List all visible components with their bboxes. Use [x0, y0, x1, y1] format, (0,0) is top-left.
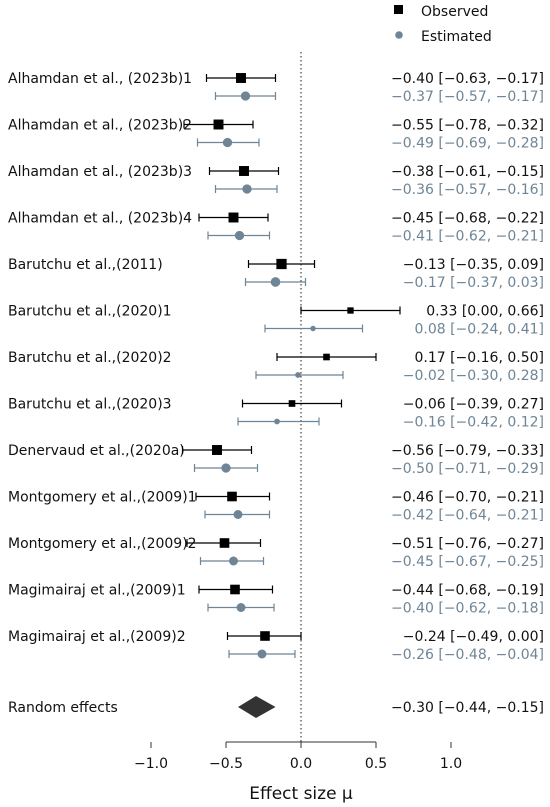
x-tick-label: 0.0 [290, 756, 312, 772]
study-row: Magimairaj et al.,(2009)2 −0.24 [−0.49, 0… [8, 629, 544, 663]
observed-ci-text: −0.46 [−0.70, −0.21] [391, 490, 544, 506]
study-row: Barutchu et al.,(2020)1 0.33 [0.00, 0.66]… [8, 304, 544, 338]
study-row: Montgomery et al.,(2009)2 −0.51 [−0.76, −… [8, 536, 544, 570]
study-label: Barutchu et al.,(2020)2 [8, 350, 172, 366]
study-label: Alhamdan et al., (2023b)1 [8, 71, 192, 87]
study-row: Barutchu et al.,(2020)3 −0.06 [−0.39, 0.2… [8, 397, 544, 431]
estimated-ci-text: 0.08 [−0.24, 0.41] [414, 322, 544, 338]
estimated-point [233, 510, 243, 519]
x-tick-label: −0.5 [209, 756, 243, 772]
observed-ci-text: −0.55 [−0.78, −0.32] [391, 118, 544, 134]
legend-observed-marker [394, 5, 403, 14]
observed-ci-text: 0.33 [0.00, 0.66] [426, 304, 544, 320]
observed-point [260, 631, 270, 641]
observed-point [219, 538, 230, 548]
study-row: Barutchu et al.,(2020)2 0.17 [−0.16, 0.50… [8, 350, 544, 384]
observed-point [230, 584, 240, 595]
observed-point [236, 73, 246, 83]
estimated-point [236, 603, 246, 612]
x-axis: −1.0 −0.5 0.0 0.5 1.0 Effect size μ [134, 741, 462, 804]
legend-estimated-label: Estimated [421, 29, 492, 45]
legend-estimated-marker [395, 31, 403, 39]
study-label: Alhamdan et al., (2023b)4 [8, 211, 192, 227]
study-row: Montgomery et al.,(2009)1 −0.46 [−0.70, −… [8, 490, 544, 524]
observed-point [323, 353, 330, 361]
study-row: Alhamdan et al., (2023b)3 −0.38 [−0.61, −… [8, 164, 544, 198]
observed-point [228, 212, 239, 223]
x-tick-label: −1.0 [134, 756, 168, 772]
estimated-point [221, 463, 231, 473]
observed-ci-text: −0.51 [−0.76, −0.27] [391, 536, 544, 552]
estimated-ci-text: −0.50 [−0.71, −0.29] [391, 461, 544, 477]
observed-ci-text: −0.40 [−0.63, −0.17] [391, 71, 544, 87]
study-label: Magimairaj et al.,(2009)1 [8, 583, 186, 599]
estimated-ci-text: −0.37 [−0.57, −0.17] [391, 89, 544, 105]
study-label: Alhamdan et al., (2023b)2 [8, 118, 192, 134]
study-rows: Alhamdan et al., (2023b)1 −0.40 [−0.63, −… [8, 52, 544, 742]
pooled-row: Random effects −0.30 [−0.44, −0.15] [8, 696, 544, 718]
observed-ci-text: −0.45 [−0.68, −0.22] [391, 211, 544, 227]
legend-observed-label: Observed [421, 4, 488, 20]
estimated-ci-text: −0.16 [−0.42, 0.12] [403, 415, 544, 431]
estimated-point [295, 372, 301, 378]
observed-ci-text: −0.56 [−0.79, −0.33] [391, 443, 544, 459]
estimated-point [234, 230, 245, 241]
pooled-ci-text: −0.30 [−0.44, −0.15] [391, 700, 544, 716]
study-row: Barutchu et al.,(2011) −0.13 [−0.35, 0.09… [8, 257, 544, 291]
observed-point [347, 307, 354, 314]
estimated-ci-text: −0.36 [−0.57, −0.16] [391, 182, 544, 198]
estimated-point [270, 277, 281, 287]
x-axis-ticks: −1.0 −0.5 0.0 0.5 1.0 [134, 742, 462, 772]
x-axis-title: Effect size μ [249, 784, 353, 804]
observed-ci-text: −0.24 [−0.49, 0.00] [403, 629, 544, 645]
observed-point [276, 258, 287, 270]
estimated-point [229, 556, 238, 566]
estimated-point [274, 418, 280, 425]
estimated-ci-text: −0.40 [−0.62, −0.18] [391, 601, 544, 617]
estimated-point [240, 91, 251, 101]
observed-ci-text: −0.06 [−0.39, 0.27] [403, 397, 544, 413]
study-label: Alhamdan et al., (2023b)3 [8, 164, 192, 180]
estimated-point [222, 137, 233, 148]
estimated-ci-text: −0.49 [−0.69, −0.28] [391, 136, 544, 152]
x-tick-label: 0.5 [365, 756, 387, 772]
observed-point [213, 119, 224, 130]
estimated-ci-text: −0.26 [−0.48, −0.04] [391, 647, 544, 663]
estimated-ci-text: −0.17 [−0.37, 0.03] [403, 275, 544, 291]
estimated-ci-text: −0.41 [−0.62, −0.21] [391, 229, 544, 245]
observed-ci-text: −0.44 [−0.68, −0.19] [391, 583, 544, 599]
study-label: Montgomery et al.,(2009)2 [8, 536, 197, 552]
study-row: Alhamdan et al., (2023b)2 −0.55 [−0.78, −… [8, 118, 544, 152]
observed-point [212, 445, 222, 455]
study-label: Barutchu et al.,(2011) [8, 257, 163, 273]
pooled-diamond [238, 696, 276, 718]
observed-point [288, 400, 296, 407]
study-label: Denervaud et al.,(2020a) [8, 443, 185, 459]
study-row: Magimairaj et al.,(2009)1 −0.44 [−0.68, −… [8, 583, 544, 617]
estimated-point [257, 649, 267, 659]
study-row: Alhamdan et al., (2023b)1 −0.40 [−0.63, −… [8, 71, 544, 105]
study-row: Denervaud et al.,(2020a) −0.56 [−0.79, −0… [8, 443, 544, 477]
observed-point [227, 491, 237, 502]
legend: Observed Estimated [394, 4, 492, 45]
study-row: Alhamdan et al., (2023b)4 −0.45 [−0.68, −… [8, 211, 544, 245]
estimated-point [242, 184, 252, 194]
estimated-ci-text: −0.42 [−0.64, −0.21] [391, 508, 544, 524]
observed-ci-text: −0.38 [−0.61, −0.15] [391, 164, 544, 180]
observed-ci-text: −0.13 [−0.35, 0.09] [403, 257, 544, 273]
pooled-label: Random effects [8, 700, 118, 716]
observed-ci-text: 0.17 [−0.16, 0.50] [414, 350, 544, 366]
x-tick-label: 1.0 [440, 756, 462, 772]
estimated-point [310, 325, 316, 332]
study-label: Barutchu et al.,(2020)3 [8, 397, 172, 413]
study-label: Magimairaj et al.,(2009)2 [8, 629, 186, 645]
estimated-ci-text: −0.02 [−0.30, 0.28] [403, 368, 544, 384]
estimated-ci-text: −0.45 [−0.67, −0.25] [391, 554, 544, 570]
study-label: Montgomery et al.,(2009)1 [8, 490, 197, 506]
study-label: Barutchu et al.,(2020)1 [8, 304, 172, 320]
observed-point [239, 166, 249, 176]
